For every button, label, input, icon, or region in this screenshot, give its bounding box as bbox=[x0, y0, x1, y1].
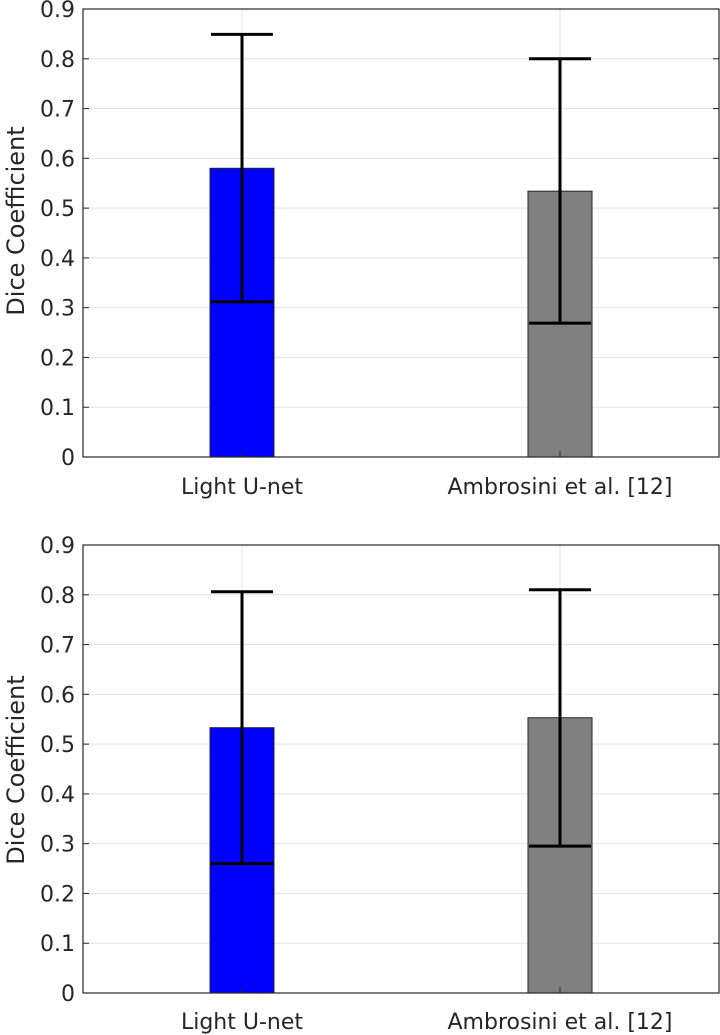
y-tick-label: 0.9 bbox=[40, 534, 75, 559]
y-tick-label: 0.2 bbox=[40, 882, 75, 907]
y-tick-label: 0.6 bbox=[40, 683, 75, 708]
x-tick-label: Ambrosini et al. [12] bbox=[448, 1010, 673, 1035]
x-tick-label: Light U-net bbox=[181, 475, 303, 500]
y-tick-label: 0 bbox=[61, 982, 75, 1007]
y-tick-label: 0.8 bbox=[40, 48, 75, 73]
y-tick-label: 0.4 bbox=[40, 247, 75, 272]
axes-frame bbox=[82, 8, 720, 458]
y-tick-label: 0.8 bbox=[40, 584, 75, 609]
y-tick-label: 0.3 bbox=[40, 297, 75, 322]
y-tick-label: 0.3 bbox=[40, 833, 75, 858]
y-tick-label: 0.4 bbox=[40, 783, 75, 808]
y-tick-label: 0.1 bbox=[40, 396, 75, 421]
y-tick-label: 0.5 bbox=[40, 197, 75, 222]
x-tick-label: Ambrosini et al. [12] bbox=[448, 475, 673, 500]
y-tick-label: 0 bbox=[61, 446, 75, 471]
y-tick-label: 0.6 bbox=[40, 147, 75, 172]
chart-panel-bottom: 0 0.1 0.2 0.3 0.4 0.5 0.6 0.7 0.8 0.9 Light U-net A… bbox=[2, 534, 720, 1035]
y-tick-label: 0.5 bbox=[40, 733, 75, 758]
y-tick-label: 0.2 bbox=[40, 346, 75, 371]
y-axis-label: Dice Coefficient bbox=[2, 126, 30, 315]
y-tick-label: 0.7 bbox=[40, 98, 75, 123]
y-tick-label: 0.9 bbox=[40, 0, 75, 23]
y-tick-label: 0.7 bbox=[40, 634, 75, 659]
y-tick-label: 0.1 bbox=[40, 932, 75, 957]
chart-panel-top: 0 0.1 0.2 0.3 0.4 0.5 0.6 0.7 0.8 0.9 Light U-net A… bbox=[2, 0, 720, 500]
x-tick-label: Light U-net bbox=[181, 1010, 303, 1035]
axes-frame bbox=[82, 544, 720, 994]
y-axis-label: Dice Coefficient bbox=[2, 675, 30, 864]
